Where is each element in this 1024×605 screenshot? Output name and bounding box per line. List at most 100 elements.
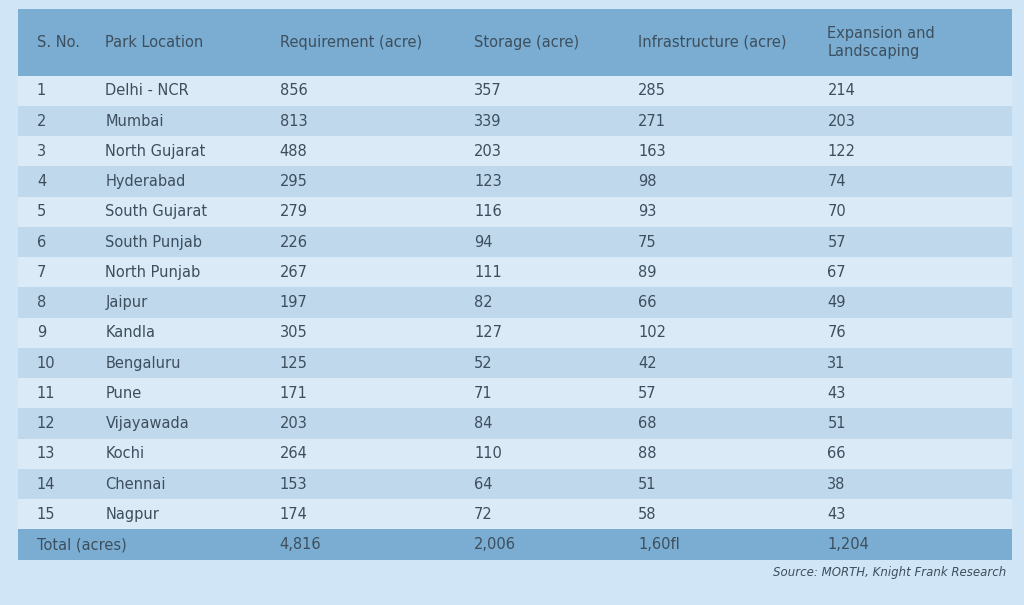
Text: Requirement (acre): Requirement (acre) [280,35,422,50]
Text: 43: 43 [827,386,846,401]
Text: 66: 66 [827,446,846,461]
Text: 174: 174 [280,507,307,522]
Text: 488: 488 [280,144,307,159]
Text: North Gujarat: North Gujarat [105,144,206,159]
Text: 856: 856 [280,83,307,98]
Text: Storage (acre): Storage (acre) [474,35,580,50]
Text: 122: 122 [827,144,855,159]
Text: 13: 13 [37,446,55,461]
Bar [18,529,1012,560]
Text: 2,006: 2,006 [474,537,516,552]
Bar [18,106,1012,136]
Text: 51: 51 [827,416,846,431]
Text: 93: 93 [638,204,656,219]
Text: 127: 127 [474,325,502,340]
Text: 88: 88 [638,446,656,461]
Text: 51: 51 [638,477,656,491]
Text: 203: 203 [827,114,855,128]
Bar [18,408,1012,439]
Text: 5: 5 [37,204,46,219]
Text: 2: 2 [37,114,46,128]
Text: 98: 98 [638,174,656,189]
Text: 10: 10 [37,356,55,370]
Text: 49: 49 [827,295,846,310]
Text: Kochi: Kochi [105,446,144,461]
Text: 11: 11 [37,386,55,401]
Text: 7: 7 [37,265,46,280]
Text: 66: 66 [638,295,656,310]
Text: 68: 68 [638,416,656,431]
Text: 8: 8 [37,295,46,310]
Text: 111: 111 [474,265,502,280]
Text: 72: 72 [474,507,493,522]
Text: Hyderabad: Hyderabad [105,174,185,189]
Text: 339: 339 [474,114,502,128]
Bar [18,439,1012,469]
Text: 813: 813 [280,114,307,128]
Text: 94: 94 [474,235,493,249]
Text: 279: 279 [280,204,307,219]
Text: 82: 82 [474,295,493,310]
Bar [18,197,1012,227]
Text: 197: 197 [280,295,307,310]
Text: 264: 264 [280,446,307,461]
Text: Total (acres): Total (acres) [37,537,127,552]
Text: Chennai: Chennai [105,477,166,491]
Text: 285: 285 [638,83,666,98]
Text: 71: 71 [474,386,493,401]
Bar [18,257,1012,287]
Text: 76: 76 [827,325,846,340]
Text: 4: 4 [37,174,46,189]
Text: 64: 64 [474,477,493,491]
Bar [18,318,1012,348]
Bar [18,9,1012,76]
Text: North Punjab: North Punjab [105,265,201,280]
Bar [18,136,1012,166]
Text: 171: 171 [280,386,307,401]
Text: 3: 3 [37,144,46,159]
Text: 75: 75 [638,235,656,249]
Text: 84: 84 [474,416,493,431]
Text: 305: 305 [280,325,307,340]
Bar [18,287,1012,318]
Text: Expansion and
Landscaping: Expansion and Landscaping [827,26,935,59]
Text: South Gujarat: South Gujarat [105,204,208,219]
Text: Infrastructure (acre): Infrastructure (acre) [638,35,786,50]
Text: 1,204: 1,204 [827,537,869,552]
Text: Nagpur: Nagpur [105,507,160,522]
Text: Bengaluru: Bengaluru [105,356,181,370]
Text: 271: 271 [638,114,666,128]
Bar [18,227,1012,257]
Text: 203: 203 [474,144,502,159]
Text: 9: 9 [37,325,46,340]
Text: 70: 70 [827,204,846,219]
Text: 67: 67 [827,265,846,280]
Text: 52: 52 [474,356,493,370]
Text: 74: 74 [827,174,846,189]
Text: Jaipur: Jaipur [105,295,147,310]
Text: 4,816: 4,816 [280,537,322,552]
Text: Mumbai: Mumbai [105,114,164,128]
Text: 1,60fl: 1,60fl [638,537,680,552]
Bar [18,378,1012,408]
Text: 226: 226 [280,235,307,249]
Text: 38: 38 [827,477,846,491]
Text: 123: 123 [474,174,502,189]
Text: 14: 14 [37,477,55,491]
Bar [18,499,1012,529]
Text: 58: 58 [638,507,656,522]
Text: 203: 203 [280,416,307,431]
Text: Kandla: Kandla [105,325,156,340]
Text: 267: 267 [280,265,307,280]
Text: 43: 43 [827,507,846,522]
Text: 12: 12 [37,416,55,431]
Text: 57: 57 [827,235,846,249]
Text: 102: 102 [638,325,666,340]
Bar [18,166,1012,197]
Text: 116: 116 [474,204,502,219]
Text: 42: 42 [638,356,656,370]
Text: 6: 6 [37,235,46,249]
Text: 57: 57 [638,386,656,401]
Text: 357: 357 [474,83,502,98]
Text: 89: 89 [638,265,656,280]
